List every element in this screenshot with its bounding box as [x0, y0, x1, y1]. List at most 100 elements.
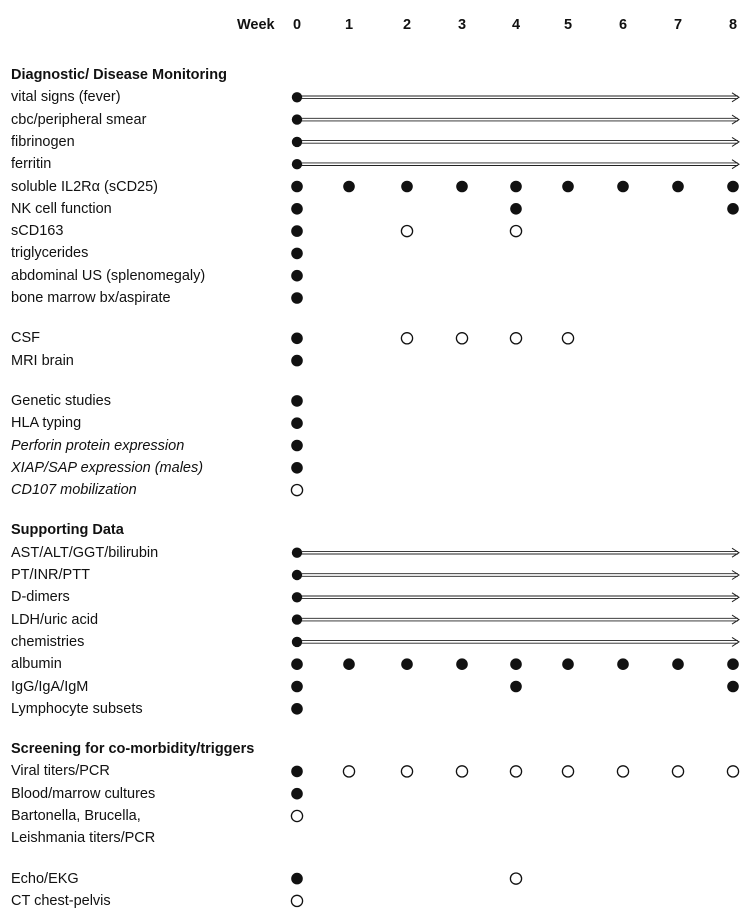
continuous-monitoring-arrow	[302, 592, 740, 603]
row-label: HLA typing	[11, 415, 82, 432]
row-label: soluble IL2Rα (sCD25)	[11, 178, 158, 195]
open-dot	[290, 483, 304, 497]
filled-dot	[510, 680, 522, 693]
row-label: cbc/peripheral smear	[11, 111, 147, 128]
start-dot	[291, 159, 303, 170]
filled-dot	[291, 462, 303, 474]
open-dot	[509, 765, 523, 778]
row-label: CD107 mobilization	[11, 482, 137, 499]
open-dot	[400, 224, 414, 238]
row-label: Viral titers/PCR	[11, 763, 110, 780]
filled-dot	[291, 417, 303, 430]
filled-dot	[672, 658, 684, 670]
week-header-2: 2	[402, 17, 412, 33]
row-label: sCD163	[11, 223, 64, 240]
row-label: Echo/EKG	[11, 870, 79, 887]
row-label: D-dimers	[11, 589, 70, 606]
open-dot	[290, 809, 304, 823]
open-dot	[342, 765, 356, 778]
filled-dot	[291, 292, 303, 304]
open-dot	[561, 332, 575, 345]
filled-dot	[291, 765, 303, 778]
filled-dot	[291, 354, 303, 367]
open-dot	[671, 765, 685, 778]
filled-dot	[343, 658, 355, 670]
row-label: Blood/marrow cultures	[11, 785, 156, 802]
week-header-5: 5	[563, 17, 573, 33]
start-dot	[291, 136, 303, 148]
row-label: fibrinogen	[11, 133, 75, 150]
week-header-1: 1	[344, 17, 354, 33]
row-label: chemistries	[11, 633, 85, 650]
filled-dot	[291, 787, 303, 800]
open-dot	[509, 872, 523, 885]
filled-dot	[672, 180, 684, 193]
filled-dot	[291, 180, 303, 193]
start-dot	[291, 114, 303, 125]
week-header-label: Week	[237, 17, 275, 33]
row-label: PT/INR/PTT	[11, 567, 90, 583]
start-dot	[291, 614, 303, 625]
filled-dot	[291, 332, 303, 345]
row-label: MRI brain	[11, 352, 74, 369]
continuous-monitoring-arrow	[302, 159, 740, 170]
open-dot	[509, 224, 523, 238]
continuous-monitoring-arrow	[302, 547, 740, 558]
start-dot	[291, 92, 303, 103]
open-dot	[561, 765, 575, 778]
open-dot	[455, 765, 469, 778]
week-header-7: 7	[673, 17, 683, 33]
filled-dot	[727, 180, 739, 193]
week-header-3: 3	[457, 17, 467, 33]
filled-dot	[401, 658, 413, 670]
filled-dot	[291, 872, 303, 885]
week-header-0: 0	[292, 17, 302, 33]
filled-dot	[401, 180, 413, 193]
row-label: LDH/uric acid	[11, 611, 99, 628]
filled-dot	[617, 658, 629, 670]
filled-dot	[291, 703, 303, 715]
row-label: AST/ALT/GGT/bilirubin	[11, 544, 159, 561]
continuous-monitoring-arrow	[302, 636, 740, 647]
open-dot	[509, 332, 523, 345]
continuous-monitoring-arrow	[302, 570, 740, 580]
filled-dot	[510, 180, 522, 193]
row-label: albumin	[11, 656, 62, 673]
row-label: Bartonella, Brucella,	[11, 808, 141, 824]
row-label: Perforin protein expression	[11, 437, 185, 454]
row-label: XIAP/SAP expression (males)	[11, 459, 204, 476]
row-label: abdominal US (splenomegaly)	[11, 267, 206, 284]
row-label: triglycerides	[11, 245, 89, 262]
filled-dot	[562, 658, 574, 670]
continuous-monitoring-arrow	[302, 92, 740, 103]
week-header-6: 6	[618, 17, 628, 33]
row-label: IgG/IgA/IgM	[11, 678, 89, 695]
section-heading: Screening for co-morbidity/triggers	[11, 741, 255, 758]
row-label: ferritin	[11, 156, 52, 173]
filled-dot	[291, 203, 303, 215]
continuous-monitoring-arrow	[302, 614, 740, 625]
filled-dot	[727, 658, 739, 670]
row-label: Genetic studies	[11, 392, 111, 409]
filled-dot	[456, 658, 468, 670]
continuous-monitoring-arrow	[302, 136, 740, 147]
section-heading: Supporting Data	[11, 522, 124, 539]
continuous-monitoring-arrow	[302, 114, 740, 125]
start-dot	[291, 569, 303, 581]
start-dot	[291, 592, 303, 603]
row-label: CSF	[11, 330, 40, 347]
filled-dot	[510, 203, 522, 215]
week-header-4: 4	[511, 17, 521, 33]
open-dot	[616, 765, 630, 778]
row-label: Lymphocyte subsets	[11, 700, 143, 717]
filled-dot	[291, 269, 303, 282]
filled-dot	[291, 225, 303, 237]
filled-dot	[291, 395, 303, 407]
filled-dot	[510, 658, 522, 670]
filled-dot	[727, 680, 739, 693]
open-dot	[400, 332, 414, 345]
filled-dot	[291, 658, 303, 670]
filled-dot	[343, 180, 355, 193]
open-dot	[726, 765, 740, 778]
